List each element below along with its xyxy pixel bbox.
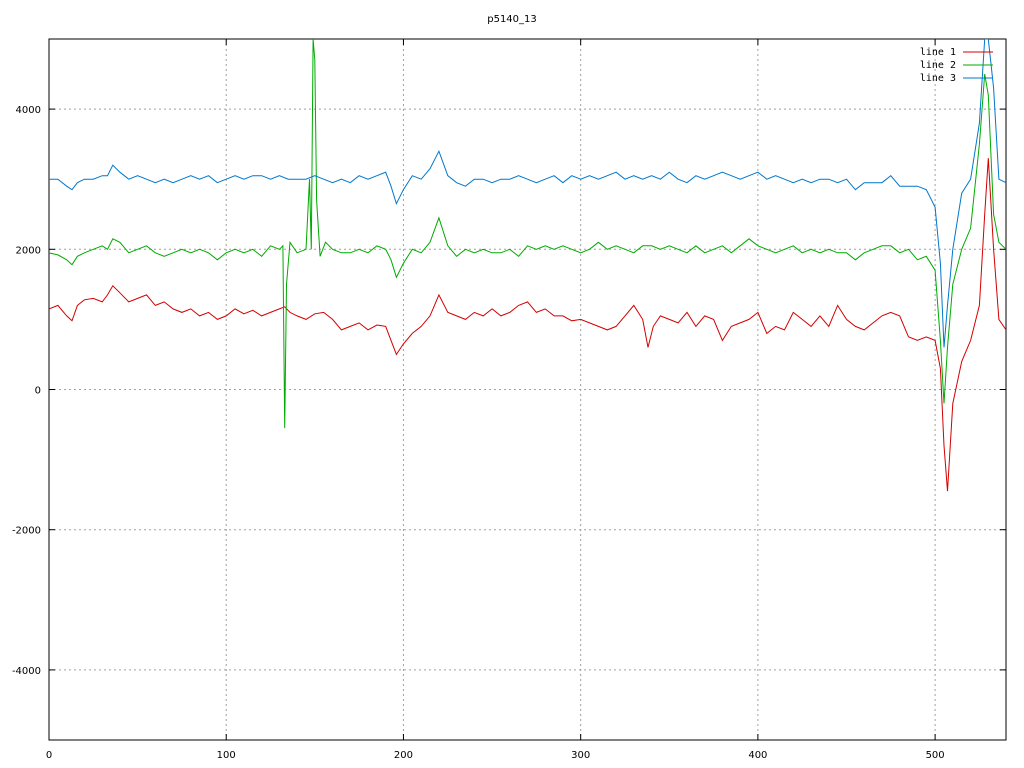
- x-tick-label: 100: [217, 750, 236, 761]
- x-tick-label: 500: [926, 750, 945, 761]
- y-tick-label: 2000: [16, 245, 41, 256]
- grid-lines: [49, 39, 1006, 740]
- y-tick-label: -2000: [12, 526, 41, 537]
- legend-label: line 2: [920, 60, 956, 71]
- series-lines: [49, 39, 1006, 492]
- x-tick-label: 200: [394, 750, 413, 761]
- series-line-3: [49, 39, 1006, 348]
- y-tick-label: -4000: [12, 666, 41, 677]
- legend: line 1 line 2 line 3: [920, 47, 993, 84]
- series-line-2: [49, 39, 1006, 429]
- axes: 0 100 200 300 400 500 -4000 -2000 0 2000 4000: [12, 38, 1007, 761]
- chart-title: p5140_13: [487, 14, 537, 25]
- legend-label: line 1: [920, 47, 956, 58]
- legend-label: line 3: [920, 73, 956, 84]
- plot-border: [48, 38, 1007, 741]
- y-tick-label: 0: [35, 386, 41, 397]
- series-line-1: [49, 158, 1006, 492]
- x-tick-label: 400: [748, 750, 767, 761]
- y-tick-label: 4000: [16, 105, 41, 116]
- x-tick-label: 300: [571, 750, 590, 761]
- x-tick-label: 0: [46, 750, 52, 761]
